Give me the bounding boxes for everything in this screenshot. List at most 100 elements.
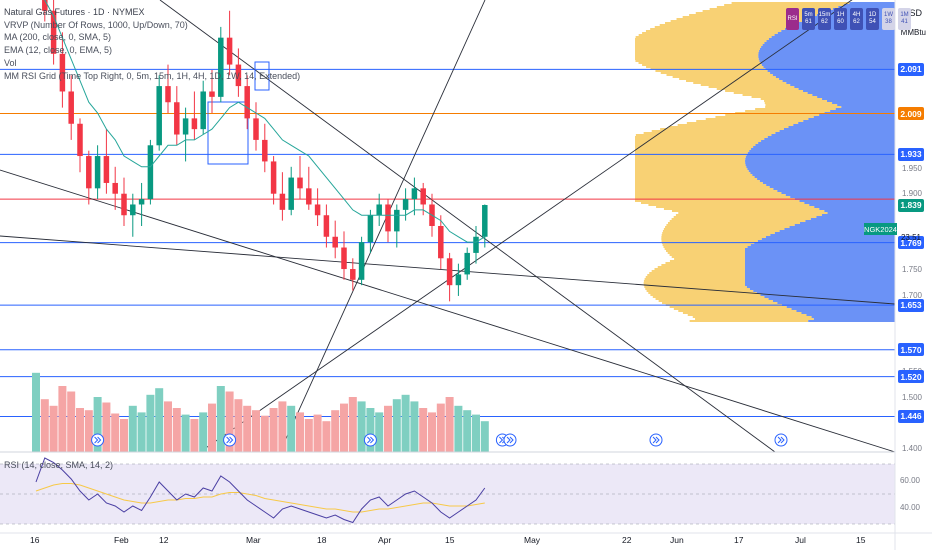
rsi-line: [35, 457, 486, 524]
tf-button[interactable]: 1M 41: [898, 8, 911, 30]
symbol-title[interactable]: Natural Gas Futures · 1D · NYMEX: [4, 7, 145, 17]
profile-bar-buy: [832, 102, 895, 104]
volume-bar: [348, 397, 357, 452]
volume-bar: [331, 410, 340, 452]
event-marker-arrows: [777, 436, 785, 444]
profile-bar-sell: [672, 76, 776, 78]
volume-bar: [278, 401, 287, 452]
profile-bar-buy: [784, 228, 895, 230]
event-marker-icon[interactable]: [649, 433, 663, 447]
volume-bar: [419, 408, 428, 452]
profile-bar-sell: [635, 178, 758, 180]
profile-bar-sell: [635, 144, 756, 146]
profile-bar-sell: [675, 214, 822, 216]
profile-bar-buy: [796, 310, 895, 312]
profile-bar-buy: [786, 82, 895, 84]
candle-body: [306, 188, 312, 205]
currency-label[interactable]: USD: [902, 8, 922, 18]
volume-bar: [216, 386, 225, 452]
profile-bar-sell: [644, 278, 745, 280]
candle-body: [77, 123, 83, 157]
profile-bar-buy: [749, 150, 895, 152]
candle-body: [341, 247, 347, 270]
profile-bar-buy: [745, 254, 895, 256]
profile-bar-buy: [751, 148, 895, 150]
profile-bar-sell: [635, 146, 754, 148]
indicator-rsi-grid[interactable]: MM RSI Grid (Time Top Right, 0, 5m, 15m,…: [4, 70, 301, 81]
volume-bar: [146, 394, 155, 452]
profile-bar-buy: [762, 182, 895, 184]
profile-bar-buy: [761, 46, 895, 48]
profile-bar-buy: [770, 234, 895, 236]
tf-button[interactable]: 1D 54: [866, 8, 879, 30]
event-marker-icon[interactable]: [223, 433, 237, 447]
volume-bar: [243, 405, 252, 452]
profile-bar-sell: [693, 82, 787, 84]
profile-bar-buy: [802, 20, 895, 22]
tf-button[interactable]: RSI: [786, 8, 799, 30]
candle-body: [200, 91, 206, 130]
profile-bar-sell: [692, 316, 812, 318]
profile-bar-buy: [745, 262, 895, 264]
indicator-ema[interactable]: EMA (12, close, 0, EMA, 5): [4, 45, 113, 56]
tf-button[interactable]: 5m 61: [802, 8, 815, 30]
profile-bar-buy: [749, 288, 895, 290]
profile-bar-sell: [673, 216, 817, 218]
time-tick-label: 15: [856, 535, 866, 545]
profile-bar-sell: [638, 62, 761, 64]
profile-bar-sell: [669, 306, 787, 308]
profile-bar-buy: [805, 220, 895, 222]
profile-bar-buy: [849, 2, 895, 4]
profile-bar-buy: [745, 264, 895, 266]
profile-bar-buy: [775, 132, 895, 134]
event-marker-icon[interactable]: [503, 433, 517, 447]
profile-bar-buy: [774, 34, 895, 36]
volume-bar: [392, 399, 401, 452]
profile-bar-sell: [705, 118, 809, 120]
profile-bar-sell: [635, 148, 752, 150]
profile-bar-sell: [635, 182, 763, 184]
candle-body: [332, 236, 338, 248]
profile-bar-buy: [813, 318, 895, 320]
profile-bar-sell: [755, 108, 836, 110]
profile-bar-sell: [638, 34, 775, 36]
indicator-vrvp[interactable]: VRVP (Number Of Rows, 1000, Up/Down, 70): [4, 19, 188, 30]
event-marker-icon[interactable]: [91, 433, 105, 447]
profile-bar-sell: [635, 176, 755, 178]
profile-bar-buy: [804, 202, 895, 204]
profile-bar-sell: [682, 312, 802, 314]
event-marker-icon[interactable]: [363, 433, 377, 447]
tf-button[interactable]: 4H 62: [850, 8, 863, 30]
tf-button[interactable]: 1W 38: [882, 8, 895, 30]
rsi-tick-40: 40.00: [899, 503, 920, 512]
level-tag: 2.091: [898, 62, 924, 76]
event-markers[interactable]: [91, 433, 788, 447]
profile-bar-sell: [682, 16, 812, 18]
profile-bar-buy: [754, 176, 895, 178]
time-tick-label: 17: [734, 535, 744, 545]
volume-bar: [128, 405, 137, 452]
profile-bar-sell: [686, 122, 799, 124]
profile-bar-buy: [790, 196, 895, 198]
profile-bar-sell: [646, 66, 764, 68]
profile-bar-sell: [702, 10, 828, 12]
profile-bar-buy: [807, 92, 895, 94]
profile-bar-buy: [762, 44, 895, 46]
unit-label[interactable]: MMBtu: [900, 28, 926, 37]
event-marker-icon[interactable]: [774, 433, 788, 447]
tf-button[interactable]: 15m 62: [818, 8, 831, 30]
indicator-vol[interactable]: Vol: [4, 57, 17, 68]
profile-bar-buy: [745, 270, 895, 272]
tf-button[interactable]: 1H 60: [834, 8, 847, 30]
candle-body: [376, 204, 382, 216]
profile-bar-sell: [635, 184, 767, 186]
rsi-legend[interactable]: RSI (14, close, SMA, 14, 2): [4, 460, 114, 470]
profile-bar-buy: [789, 226, 895, 228]
profile-bar-buy: [837, 104, 895, 106]
indicator-ma[interactable]: MA (200, close, 0, SMA, 5): [4, 32, 112, 43]
candle-body: [138, 199, 145, 205]
profile-bar-sell: [635, 142, 759, 144]
profile-bar-sell: [635, 36, 772, 38]
profile-bar-buy: [824, 112, 895, 114]
